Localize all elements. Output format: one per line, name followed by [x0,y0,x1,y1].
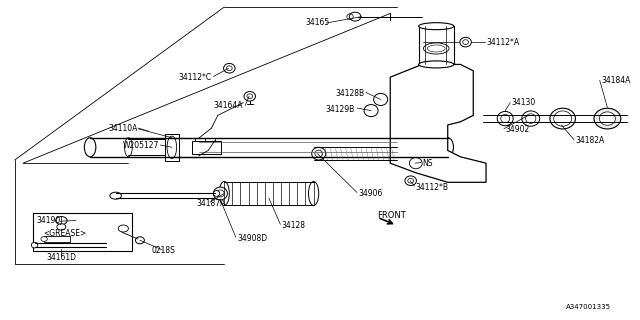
Text: 34112*A: 34112*A [486,38,519,47]
Ellipse shape [410,158,422,169]
Ellipse shape [125,138,132,157]
Bar [419,26,454,64]
Ellipse shape [349,12,361,21]
Text: 34906: 34906 [358,189,383,198]
Text: 34182A: 34182A [575,136,605,145]
Ellipse shape [223,63,235,73]
Bar [44,236,70,242]
Ellipse shape [497,111,513,126]
Ellipse shape [308,181,319,205]
Ellipse shape [57,224,66,230]
Text: <GREASE>: <GREASE> [43,229,86,238]
Ellipse shape [460,37,471,47]
Ellipse shape [136,237,145,244]
Ellipse shape [419,61,454,68]
Text: 34165: 34165 [305,19,330,28]
Text: 34184A: 34184A [601,76,630,85]
Text: 34128: 34128 [282,221,306,230]
Ellipse shape [41,236,47,241]
Text: 34130: 34130 [511,98,536,107]
Ellipse shape [219,181,229,205]
Text: 34190J: 34190J [36,216,63,225]
Ellipse shape [419,23,454,30]
Ellipse shape [374,93,388,106]
Ellipse shape [442,138,454,157]
Ellipse shape [312,147,326,160]
Text: 0218S: 0218S [152,246,175,255]
Text: 34112*B: 34112*B [416,183,449,192]
Ellipse shape [118,225,129,232]
Text: 34129B: 34129B [326,105,355,114]
Ellipse shape [84,138,96,157]
Ellipse shape [31,242,38,248]
Ellipse shape [600,112,615,125]
Text: 34110A: 34110A [109,124,138,132]
Text: 34112*C: 34112*C [179,73,211,82]
Ellipse shape [56,217,67,225]
Text: 34164A: 34164A [214,101,243,110]
Polygon shape [390,64,486,182]
Ellipse shape [424,43,449,54]
Bar [192,141,221,154]
Bar [33,212,132,251]
Ellipse shape [364,105,378,117]
Ellipse shape [244,92,255,101]
Ellipse shape [550,108,575,129]
Ellipse shape [594,108,621,129]
Text: 34187A: 34187A [196,198,226,207]
Text: A347001335: A347001335 [566,304,611,309]
Text: W205127: W205127 [123,141,159,150]
Text: NS: NS [422,159,433,168]
Text: 34902: 34902 [505,125,529,134]
Ellipse shape [213,191,220,196]
Text: FRONT: FRONT [378,211,406,220]
Text: 34161D: 34161D [46,253,76,262]
Ellipse shape [213,187,227,200]
Ellipse shape [167,136,177,158]
Ellipse shape [405,176,417,186]
Ellipse shape [110,192,122,199]
Text: 34908D: 34908D [237,234,267,243]
Text: 34128B: 34128B [335,89,365,98]
Bar [165,133,179,161]
Ellipse shape [522,111,540,126]
